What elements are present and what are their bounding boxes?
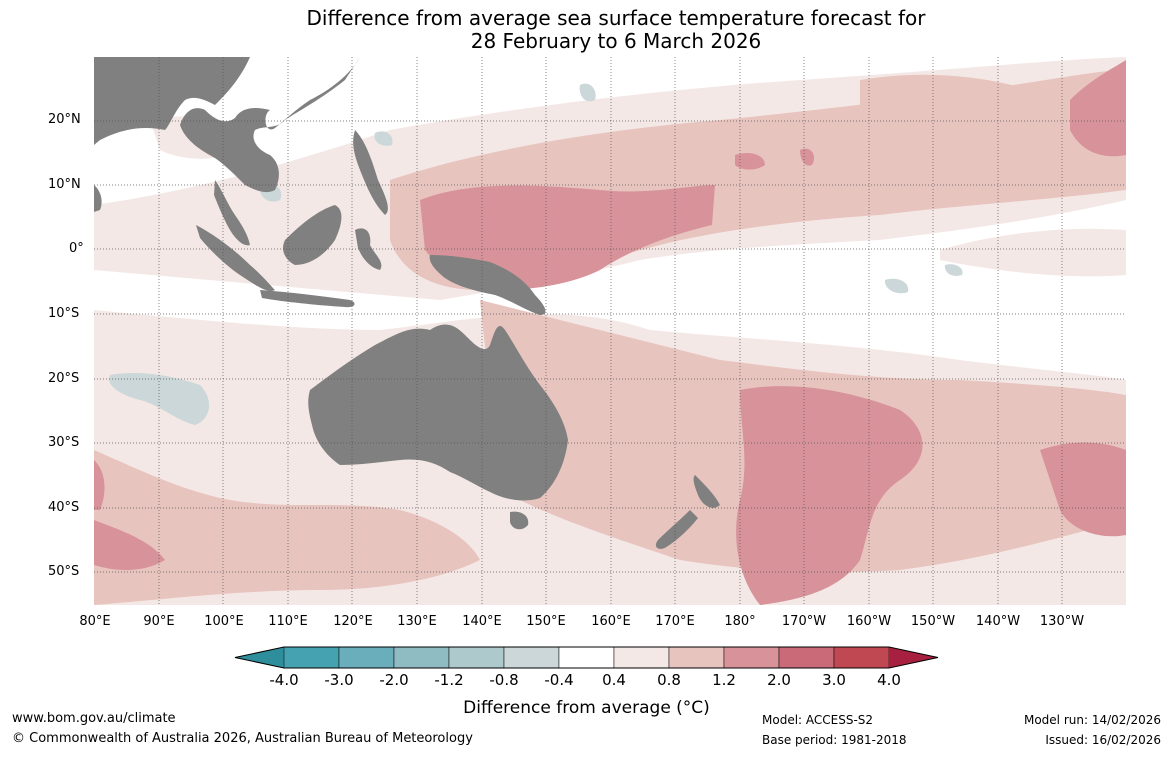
colorbar-tick: -3.0 (324, 671, 354, 689)
graticule (94, 57, 1126, 605)
colorbar-min-arrow (235, 647, 284, 668)
lat-label-20s: 20°S (48, 371, 80, 386)
colorbar-tick: 1.2 (712, 671, 736, 689)
colorbar-cell (833, 646, 890, 669)
lat-label-10s: 10°S (48, 306, 80, 321)
lat-label-40s: 40°S (48, 500, 80, 515)
lon-label-90e: 90°E (143, 614, 175, 629)
lat-label-10n: 10°N (48, 177, 81, 192)
bom-url-link[interactable]: www.bom.gov.au/climate (12, 711, 176, 726)
colorbar-cell (668, 646, 725, 669)
colorbar-tick: -0.8 (489, 671, 519, 689)
colorbar (234, 646, 939, 669)
lon-label-150e: 150°E (526, 614, 566, 629)
colorbar-outline (234, 646, 939, 669)
lon-label-150w: 150°W (910, 614, 956, 629)
colorbar-tick: 0.8 (657, 671, 681, 689)
lat-label-50s: 50°S (48, 564, 80, 579)
colorbar-max-arrow (889, 647, 938, 668)
lon-label-160w: 160°W (846, 614, 892, 629)
colorbar-tick: -0.4 (544, 671, 574, 689)
colorbar-cell (448, 646, 505, 669)
lon-label-80e: 80°E (79, 614, 111, 629)
lon-label-130w: 130°W (1039, 614, 1085, 629)
lon-label-180: 180° (724, 614, 756, 629)
colorbar-cell (393, 646, 450, 669)
lat-label-0: 0° (69, 241, 84, 256)
colorbar-cell (558, 646, 615, 669)
model-name: Model: ACCESS-S2 (762, 713, 874, 727)
lon-label-110e: 110°E (268, 614, 308, 629)
map-title-line1: Difference from average sea surface temp… (306, 6, 926, 30)
lon-label-170w: 170°W (781, 614, 827, 629)
lon-label-140e: 140°E (462, 614, 502, 629)
copyright-text: © Commonwealth of Australia 2026, Austra… (12, 731, 473, 746)
colorbar-cell (283, 646, 340, 669)
colorbar-tick: 0.4 (602, 671, 626, 689)
lon-label-100e: 100°E (204, 614, 244, 629)
colorbar-tick: 4.0 (877, 671, 901, 689)
lat-label-30s: 30°S (48, 435, 80, 450)
colorbar-cell (503, 646, 560, 669)
colorbar-tick: 3.0 (822, 671, 846, 689)
colorbar-tick: -4.0 (269, 671, 299, 689)
lon-label-160e: 160°E (591, 614, 631, 629)
land (94, 57, 720, 549)
colorbar-tick: -1.2 (434, 671, 464, 689)
colorbar-cell (338, 646, 395, 669)
lon-label-140w: 140°W (975, 614, 1021, 629)
lon-label-120e: 120°E (333, 614, 373, 629)
lon-label-130e: 130°E (397, 614, 437, 629)
colorbar-title: Difference from average (°C) (463, 698, 710, 718)
colorbar-tick: 2.0 (767, 671, 791, 689)
lat-label-20n: 20°N (48, 112, 81, 127)
map-area (94, 57, 1126, 605)
colorbar-cell (723, 646, 780, 669)
colorbar-cell (613, 646, 670, 669)
model-run-date: Model run: 14/02/2026 (1023, 713, 1161, 727)
base-period: Base period: 1981-2018 (762, 733, 907, 747)
colorbar-tick: -2.0 (379, 671, 409, 689)
map-title-line2: 28 February to 6 March 2026 (470, 29, 762, 53)
colorbar-cell (778, 646, 835, 669)
issued-date: Issued: 16/02/2026 (1045, 733, 1161, 747)
lon-label-170e: 170°E (655, 614, 695, 629)
